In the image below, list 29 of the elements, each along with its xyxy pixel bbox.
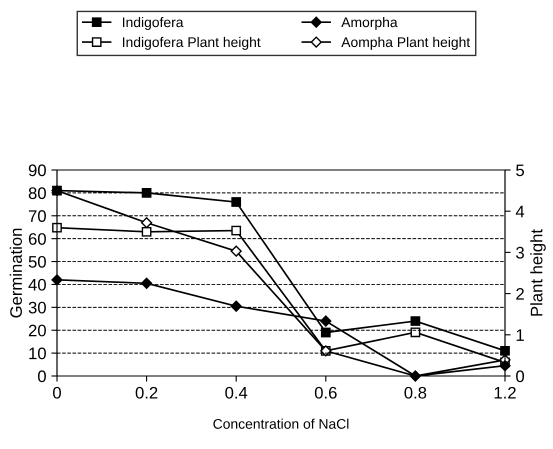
y-axis-title: Germination (10, 228, 22, 318)
legend-label: Indigofera (122, 16, 184, 30)
y2-tick-label: 4 (516, 206, 524, 218)
y-tick-label: 90 (28, 164, 46, 176)
x-tick-label: 0.6 (314, 386, 337, 399)
y2-axis-title: Plant height (530, 229, 546, 316)
y2-tick-label: 0 (516, 370, 524, 382)
y-tick-label: 40 (28, 278, 46, 291)
x-tick-label: 0.4 (225, 386, 248, 399)
y-tick-label: 60 (28, 233, 46, 245)
legend-label: Aompha Plant height (341, 36, 470, 50)
legend-label: Indigofera Plant height (122, 36, 261, 50)
x-tick-label: 0 (53, 386, 61, 399)
x-tick-label: 0.2 (136, 386, 158, 399)
y2-tick-label: 2 (516, 288, 524, 300)
y-tick-label: 30 (28, 302, 46, 314)
y-tick-label: 20 (28, 324, 46, 336)
y2-tick-label: 5 (516, 164, 524, 176)
y-tick-label: 80 (28, 187, 46, 200)
y-tick-label: 0 (38, 370, 46, 382)
y-tick-label: 10 (29, 348, 46, 360)
legend-label: Amorpha (341, 16, 398, 30)
y2-tick-label: 1 (516, 329, 524, 341)
y-tick-label: 50 (28, 256, 46, 268)
y2-tick-label: 3 (516, 246, 524, 259)
x-tick-label: 0.8 (404, 386, 426, 399)
x-axis-title: Concentration of NaCl (213, 418, 348, 429)
x-tick-label: 1.2 (494, 386, 516, 398)
y-tick-label: 70 (28, 210, 46, 222)
